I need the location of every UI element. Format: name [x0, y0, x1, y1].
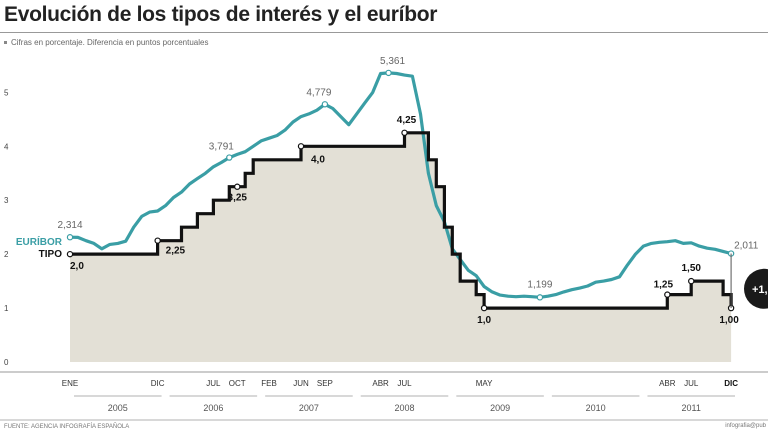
- x-tick-label: SEP: [317, 379, 333, 388]
- tipo-area: [70, 132, 732, 362]
- year-label: 2005: [108, 403, 128, 413]
- data-label: 1,00: [719, 315, 739, 326]
- data-point-marker: [154, 237, 161, 244]
- data-point-marker: [234, 183, 241, 190]
- x-tick-label: DIC: [724, 379, 738, 388]
- x-tick-label: OCT: [229, 379, 246, 388]
- x-tick-label: DIC: [151, 379, 165, 388]
- x-tick-label: FEB: [261, 379, 277, 388]
- data-label: 2,314: [57, 220, 82, 231]
- euribor-series: [69, 71, 732, 299]
- x-tick-label: JUN: [293, 379, 309, 388]
- year-label: 2006: [203, 403, 223, 413]
- y-tick-label: 1: [4, 304, 9, 313]
- series-label-euribor: EURÍBOR: [16, 235, 63, 248]
- data-point-marker: [664, 291, 671, 298]
- x-tick-label: ABR: [659, 379, 676, 388]
- data-label: 2,011: [734, 241, 759, 252]
- data-label: 3,25: [228, 193, 248, 204]
- y-tick-label: 0: [4, 358, 9, 367]
- data-point-marker: [385, 69, 392, 77]
- credit-note: infografia@pub: [725, 423, 766, 429]
- x-tick-label: ENE: [62, 379, 78, 388]
- tipo-area-fill: [70, 132, 732, 362]
- x-tick-label: JUL: [206, 379, 221, 388]
- data-label: 1,199: [527, 279, 552, 290]
- data-point-marker: [321, 101, 329, 108]
- title-divider: [0, 32, 768, 33]
- data-point-marker: [688, 277, 695, 285]
- difference-badge-circle: [744, 268, 768, 309]
- year-label: 2007: [299, 403, 319, 413]
- data-label: 3,791: [209, 142, 234, 153]
- data-label: 4,0: [311, 154, 325, 165]
- chart-title: Evolución de los tipos de interés y el e…: [4, 3, 438, 26]
- data-label: 2,25: [166, 246, 186, 257]
- data-label: 1,25: [654, 280, 674, 291]
- euribor-line: [69, 71, 732, 299]
- year-label: 2009: [490, 403, 510, 413]
- year-label: 2008: [394, 403, 414, 413]
- data-point-marker: [401, 129, 408, 137]
- bullet-icon: [4, 41, 7, 45]
- y-tick-label: 2: [4, 250, 9, 259]
- axes: 0 1 2 3 4 5 ENE DIC JUL OCT FEB JUN SEP ABR JUL MAY ABR J…: [0, 88, 768, 421]
- year-label: 2011: [682, 403, 701, 413]
- data-point-marker: [226, 154, 233, 161]
- x-tick-label: ABR: [372, 379, 389, 388]
- y-tick-label: 4: [4, 142, 9, 151]
- data-point-marker: [480, 304, 488, 312]
- y-tick-label: 3: [4, 196, 9, 205]
- data-label: 4,779: [306, 87, 331, 98]
- data-point-marker: [297, 143, 305, 150]
- x-tick-label: MAY: [476, 379, 493, 388]
- data-labels: 2,314 3,791 4,779 5,361 1,199 2,011 2,0 2,25 3,2…: [57, 56, 758, 326]
- series-label-tipo: TIPO: [39, 249, 63, 260]
- difference-badge-text: +1,: [752, 284, 768, 296]
- chart-subtitle: Cifras en porcentaje. Diferencia en punt…: [4, 38, 208, 47]
- data-point-marker: [66, 234, 74, 241]
- source-note: FUENTE: AGENCIA INFOGRAFÍA ESPAÑOLA: [4, 424, 130, 430]
- subtitle-text: Cifras en porcentaje. Diferencia en punt…: [11, 38, 209, 47]
- data-label: 1,0: [477, 315, 491, 326]
- x-tick-label: JUL: [397, 379, 412, 388]
- y-tick-label: 5: [4, 88, 9, 97]
- difference-badge: +1,: [730, 253, 768, 309]
- data-label: 1,50: [681, 263, 701, 274]
- data-point-marker: [536, 294, 544, 301]
- x-tick-label: JUL: [684, 379, 699, 388]
- year-label: 2010: [586, 403, 606, 413]
- data-label: 2,0: [70, 261, 84, 272]
- data-label: 5,361: [380, 56, 405, 67]
- data-point-marker: [66, 250, 74, 258]
- data-label: 4,25: [397, 115, 417, 126]
